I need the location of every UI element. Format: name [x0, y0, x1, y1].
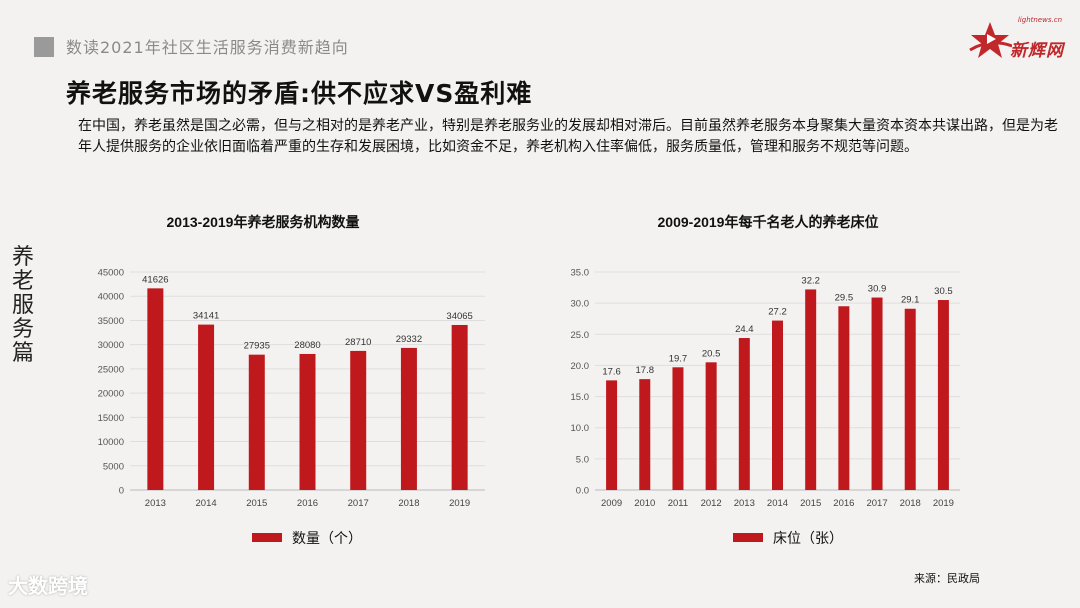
x-tick-label: 2016	[833, 498, 854, 509]
x-tick-label: 2018	[900, 498, 921, 509]
bar	[248, 354, 265, 490]
x-tick-label: 2013	[145, 498, 166, 509]
x-tick-label: 2014	[196, 498, 217, 509]
data-label: 24.4	[735, 324, 754, 335]
bar	[937, 300, 949, 490]
chart-beds: 2009-2019年每千名老人的养老床位 0.0 5.0 10.0 15.0 20.0 25…	[571, 214, 960, 546]
bar	[606, 380, 618, 490]
bar	[772, 320, 783, 490]
bar	[350, 350, 367, 490]
bar	[147, 288, 164, 490]
bar	[705, 362, 717, 490]
y-tick-label: 15000	[98, 413, 124, 424]
bar	[904, 308, 916, 490]
y-tick-label: 0.0	[576, 486, 589, 497]
x-tick-label: 2018	[398, 498, 419, 509]
x-tick-label: 2019	[933, 498, 954, 509]
body-paragraph: 在中国，养老虽然是国之必需，但与之相对的是养老产业，特别是养老服务业的发展却相对…	[78, 118, 1058, 155]
brand-logo: lightnews.cn 新辉网	[968, 16, 1068, 64]
legend-swatch	[733, 533, 763, 542]
y-tick-label: 40000	[98, 292, 124, 303]
y-tick-label: 45000	[98, 268, 124, 279]
y-tick-label: 30.0	[571, 299, 590, 310]
data-label: 34141	[193, 311, 219, 322]
legend-label: 数量（个）	[292, 530, 362, 546]
header-square-icon	[34, 37, 54, 57]
y-tick-label: 5000	[103, 461, 124, 472]
data-label: 29332	[396, 334, 422, 345]
y-tick-label: 10000	[98, 437, 124, 448]
x-tick-label: 2016	[297, 498, 318, 509]
data-label: 34065	[446, 311, 472, 322]
x-tick-label: 2015	[800, 498, 821, 509]
y-tick-label: 25.0	[571, 330, 590, 341]
watermark: 大数跨境	[8, 574, 88, 598]
y-tick-label: 30000	[98, 340, 124, 351]
data-label: 32.2	[801, 275, 820, 286]
data-label: 28710	[345, 337, 371, 348]
x-tick-label: 2017	[866, 498, 887, 509]
legend-label: 床位（张）	[773, 530, 843, 546]
x-tick-label: 2012	[701, 498, 722, 509]
y-tick-label: 20000	[98, 389, 124, 400]
x-tick-label: 2013	[734, 498, 755, 509]
bar	[299, 353, 316, 490]
data-label: 28080	[294, 340, 320, 351]
data-label: 30.5	[934, 286, 953, 297]
bar	[805, 289, 817, 490]
x-tick-label: 2017	[348, 498, 369, 509]
x-tick-label: 2010	[634, 498, 655, 509]
data-label: 27.2	[768, 307, 787, 318]
side-label: 养老服务篇	[11, 245, 34, 366]
legend-swatch	[252, 533, 282, 542]
x-tick-label: 2014	[767, 498, 788, 509]
bar	[672, 367, 684, 490]
chart-title: 2013-2019年养老服务机构数量	[167, 214, 360, 230]
data-label: 17.6	[602, 366, 621, 377]
bar	[838, 306, 850, 490]
x-tick-label: 2015	[246, 498, 267, 509]
page-title: 养老服务市场的矛盾:供不应求VS盈利难	[66, 79, 533, 108]
y-tick-label: 0	[119, 486, 124, 497]
header-subtitle: 数读2021年社区生活服务消费新趋向	[66, 38, 349, 57]
bar	[198, 324, 215, 490]
y-tick-label: 35000	[98, 316, 124, 327]
y-tick-label: 20.0	[571, 361, 590, 372]
x-tick-label: 2009	[601, 498, 622, 509]
data-label: 20.5	[702, 348, 721, 359]
data-label: 29.1	[901, 295, 920, 306]
logo-name: 新辉网	[1010, 41, 1064, 61]
data-label: 27935	[244, 341, 270, 352]
chart-institutions: 2013-2019年养老服务机构数量 0 5000 10000 15000 20000 25…	[98, 214, 485, 546]
data-label: 19.7	[669, 353, 688, 364]
bar	[738, 338, 750, 490]
y-tick-label: 35.0	[571, 268, 590, 279]
data-label: 41626	[142, 274, 168, 285]
data-label: 17.8	[636, 365, 655, 376]
y-tick-label: 10.0	[571, 423, 590, 434]
y-tick-label: 5.0	[576, 454, 589, 465]
data-label: 29.5	[835, 292, 854, 303]
x-tick-label: 2019	[449, 498, 470, 509]
x-tick-label: 2011	[668, 498, 688, 509]
bar	[639, 379, 651, 490]
bar	[400, 347, 417, 490]
logo-url: lightnews.cn	[1017, 16, 1062, 24]
y-tick-label: 15.0	[571, 392, 590, 403]
source-note: 来源：民政局	[914, 572, 980, 585]
bar	[451, 324, 468, 490]
data-label: 30.9	[868, 284, 887, 295]
bar	[871, 297, 883, 490]
chart-title: 2009-2019年每千名老人的养老床位	[658, 214, 879, 230]
star-icon	[969, 22, 1012, 58]
y-tick-label: 25000	[98, 364, 124, 375]
